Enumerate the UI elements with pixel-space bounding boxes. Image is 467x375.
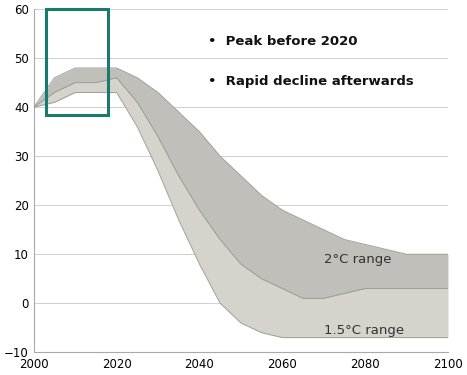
Text: •  Peak before 2020: • Peak before 2020 <box>208 35 357 48</box>
Text: 2°C range: 2°C range <box>324 253 391 266</box>
Text: •  Rapid decline afterwards: • Rapid decline afterwards <box>208 75 413 88</box>
Bar <box>46 9 108 114</box>
Text: 1.5°C range: 1.5°C range <box>324 324 404 337</box>
